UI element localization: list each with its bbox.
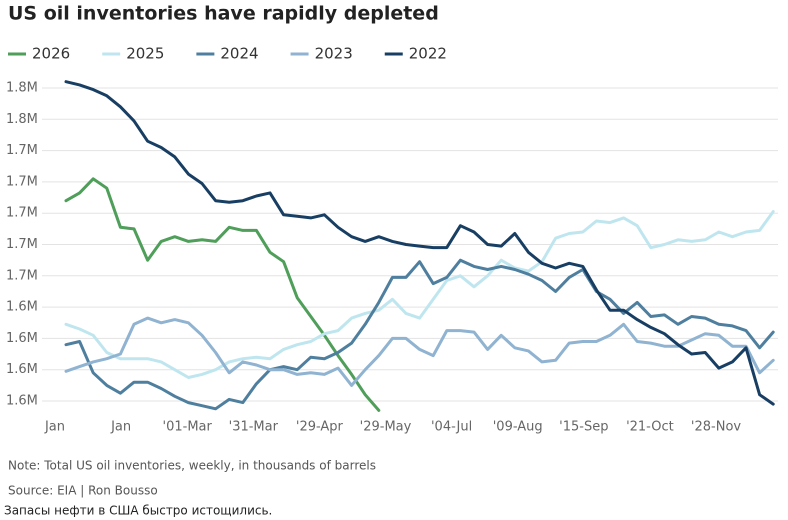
y-tick-label: 1.6M	[6, 331, 38, 346]
y-tick-label: 1.7M	[6, 206, 38, 221]
note: Note: Total US oil inventories, weekly, …	[8, 459, 376, 473]
x-tick-label: '28-Nov	[691, 420, 741, 435]
x-tick-label: '29-Apr	[296, 420, 344, 435]
chart-title: US oil inventories have rapidly depleted	[8, 3, 439, 25]
y-tick-label: 1.7M	[6, 268, 38, 283]
y-tick-label: 1.8M	[6, 112, 38, 127]
legend-label: 2026	[32, 45, 70, 63]
series-line	[64, 316, 775, 387]
series-line	[64, 177, 381, 412]
x-tick-label: '09-Aug	[493, 420, 543, 435]
x-tick-label: Jan	[44, 420, 65, 435]
y-tick-label: 1.7M	[6, 143, 38, 158]
y-tick-label: 1.6M	[6, 394, 38, 409]
series-line	[64, 80, 775, 406]
y-tick-label: 1.7M	[6, 237, 38, 252]
x-tick-label: '15-Sep	[559, 420, 608, 435]
y-tick-label: 1.6M	[6, 362, 38, 377]
y-tick-label: 1.8M	[6, 81, 38, 96]
source: Source: EIA | Ron Bousso	[8, 484, 158, 498]
x-tick-label: '31-Mar	[229, 420, 279, 435]
x-tick-label: '29-May	[360, 420, 412, 435]
x-tick-label: Jan	[110, 420, 131, 435]
series-line	[64, 258, 775, 411]
legend-label: 2022	[409, 45, 447, 63]
x-tick-label: '21-Oct	[626, 420, 674, 435]
legend-label: 2024	[220, 45, 258, 63]
caption: Запасы нефти в США быстро истощились.	[4, 504, 272, 518]
series-line	[64, 210, 775, 379]
legend-label: 2025	[126, 45, 164, 63]
legend-label: 2023	[315, 45, 353, 63]
x-tick-label: '01-Mar	[163, 420, 213, 435]
y-tick-label: 1.7M	[6, 174, 38, 189]
x-tick-label: '04-Jul	[431, 420, 472, 435]
y-tick-label: 1.6M	[6, 300, 38, 315]
